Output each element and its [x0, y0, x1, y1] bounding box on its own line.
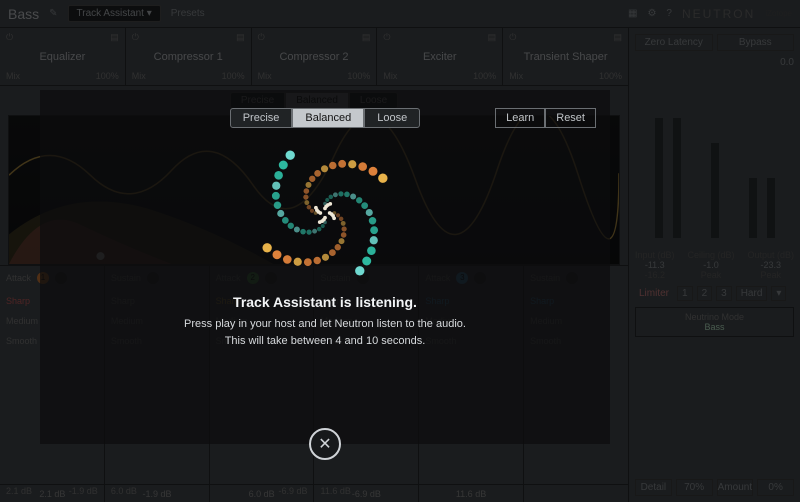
menu-icon[interactable]: ▦	[628, 8, 637, 19]
mode-pill-precise[interactable]: Precise	[230, 108, 293, 128]
footer-value	[523, 485, 628, 502]
edit-icon[interactable]: ✎	[49, 8, 57, 19]
gain-value: 0.0	[635, 57, 794, 68]
drag-icon[interactable]: ▤	[362, 32, 371, 43]
brand: NEUTRON	[682, 7, 755, 21]
chevron-down-icon[interactable]: ▾	[771, 286, 786, 301]
meters	[635, 74, 794, 244]
module-title: Equalizer	[6, 51, 119, 63]
footer-value: 2.1 dB	[0, 485, 105, 502]
modal-headline: Track Assistant is listening.	[233, 294, 417, 310]
footer-value: 6.0 dB	[209, 485, 314, 502]
drag-icon[interactable]: ▤	[488, 32, 497, 43]
learn-button[interactable]: Learn	[495, 108, 545, 128]
limiter-opt[interactable]: 1	[677, 286, 693, 301]
readout: Ceiling (dB)-1.0Peak	[687, 250, 734, 280]
track-name: Bass	[8, 6, 39, 22]
drag-icon[interactable]: ▤	[110, 32, 119, 43]
module-title: Exciter	[383, 51, 496, 63]
detail-value: 70%	[676, 479, 713, 496]
drag-icon[interactable]: ▤	[613, 32, 622, 43]
module-title: Transient Shaper	[509, 51, 622, 63]
help-icon[interactable]: ?	[666, 8, 672, 19]
power-icon[interactable]: ⏻	[509, 32, 516, 43]
footer-value: -6.9 dB	[314, 485, 419, 502]
amount-value: 0%	[757, 479, 794, 496]
mode-pill-loose[interactable]: Loose	[364, 108, 420, 128]
modal-subtext: Press play in your host and let Neutron …	[184, 316, 466, 349]
presets-label[interactable]: Presets	[171, 8, 205, 19]
limiter-opt[interactable]: 2	[697, 286, 713, 301]
footer-values: 2.1 dB-1.9 dB6.0 dB-6.9 dB11.6 dB	[0, 484, 628, 502]
topbar: Bass ✎ Track Assistant ▾ Presets ▦ ⚙ ? N…	[0, 0, 800, 28]
limiter-row: Limiter 1 2 3 Hard ▾	[635, 286, 794, 301]
limiter-label: Limiter	[635, 287, 673, 300]
module-title: Compressor 2	[258, 51, 371, 63]
detail-label: Detail	[635, 479, 672, 496]
mode-pills: Precise Balanced Loose	[230, 108, 421, 128]
drag-icon[interactable]: ▤	[236, 32, 245, 43]
amount-label: Amount	[717, 479, 754, 496]
track-assistant-button[interactable]: Track Assistant ▾	[68, 5, 161, 22]
module-strip: ⏻▤EqualizerMix100%⏻▤Compressor 1Mix100%⏻…	[0, 28, 628, 86]
power-icon[interactable]: ⏻	[6, 32, 13, 43]
readout: Input (dB)-11.3-16.2	[635, 250, 675, 280]
module[interactable]: ⏻▤Transient ShaperMix100%	[503, 28, 628, 85]
module[interactable]: ⏻▤EqualizerMix100%	[0, 28, 126, 85]
power-icon[interactable]: ⏻	[258, 32, 265, 43]
footer-value: 11.6 dB	[419, 485, 524, 502]
listening-animation	[250, 138, 400, 288]
close-icon: ✕	[318, 434, 331, 454]
footer-value: -1.9 dB	[105, 485, 210, 502]
brand-sub: iZotope	[765, 9, 792, 18]
readout: Output (dB)-23.3Peak	[747, 250, 794, 280]
power-icon[interactable]: ⏻	[383, 32, 390, 43]
neutrino-mode: Neutrino Mode Bass	[635, 307, 794, 337]
module[interactable]: ⏻▤Compressor 2Mix100%	[252, 28, 378, 85]
track-assistant-modal: Precise Balanced Loose Learn Reset Track…	[40, 90, 610, 444]
zero-latency-button[interactable]: Zero Latency	[635, 34, 713, 51]
limiter-mode[interactable]: Hard	[736, 286, 768, 301]
gear-icon[interactable]: ⚙	[647, 8, 656, 19]
power-icon[interactable]: ⏻	[132, 32, 139, 43]
module[interactable]: ⏻▤Compressor 1Mix100%	[126, 28, 252, 85]
right-panel: Zero Latency Bypass 0.0 Input (dB)-11.3-…	[628, 28, 800, 502]
module[interactable]: ⏻▤ExciterMix100%	[377, 28, 503, 85]
readouts: Input (dB)-11.3-16.2 Ceiling (dB)-1.0Peak…	[635, 250, 794, 280]
bypass-button[interactable]: Bypass	[717, 34, 795, 51]
learn-reset-pills: Learn Reset	[495, 108, 596, 128]
mode-pill-balanced[interactable]: Balanced	[292, 108, 364, 128]
reset-button[interactable]: Reset	[545, 108, 596, 128]
neutrino-mode-value[interactable]: Bass	[640, 322, 789, 332]
module-title: Compressor 1	[132, 51, 245, 63]
close-button[interactable]: ✕	[309, 428, 341, 460]
limiter-opt[interactable]: 3	[716, 286, 732, 301]
